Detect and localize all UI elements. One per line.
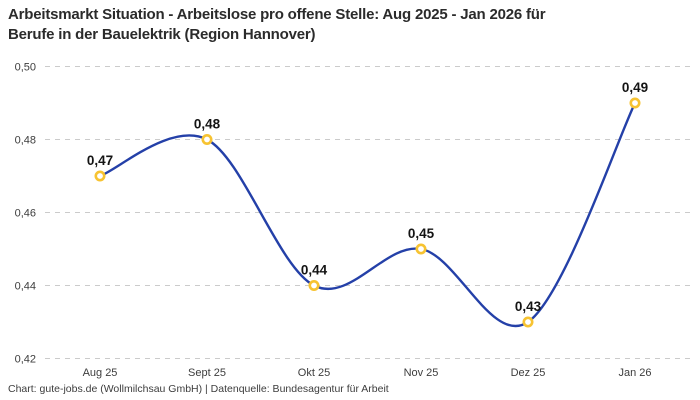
x-axis-tick-label: Okt 25 xyxy=(298,367,330,379)
y-axis-tick-label: 0,44 xyxy=(15,281,36,293)
data-point-marker xyxy=(522,316,534,328)
x-axis-tick-label: Aug 25 xyxy=(83,367,118,379)
y-axis-tick-label: 0,42 xyxy=(15,354,36,366)
data-point-marker xyxy=(201,134,213,146)
data-point-label: 0,47 xyxy=(87,153,113,168)
y-axis-tick-label: 0,50 xyxy=(15,62,36,74)
data-point-label: 0,44 xyxy=(301,263,328,278)
chart-title-line-1: Arbeitsmarkt Situation - Arbeitslose pro… xyxy=(8,6,546,23)
x-axis-tick-labels: Aug 25 Sept 25 Okt 25 Nov 25 Dez 25 Jan 26 xyxy=(83,367,652,379)
x-axis-tick-label: Jan 26 xyxy=(618,367,651,379)
data-point-label: 0,43 xyxy=(515,299,542,314)
marker-layer xyxy=(94,97,641,328)
data-point-marker xyxy=(415,243,427,255)
gridline-layer xyxy=(45,66,692,359)
x-axis-tick-label: Dez 25 xyxy=(511,367,546,379)
data-point-label: 0,49 xyxy=(622,80,648,95)
chart-title-line-2: Berufe in der Bauelektrik (Region Hannov… xyxy=(8,26,316,44)
series-layer xyxy=(98,101,637,328)
x-axis-tick-label: Sept 25 xyxy=(188,367,226,379)
point-label-layer: 0,47 0,48 0,44 0,45 0,43 0,49 xyxy=(87,80,648,314)
chart-source-attribution: Chart: gute-jobs.de (Wollmilchsau GmbH) … xyxy=(8,383,389,395)
data-point-marker xyxy=(308,279,320,291)
data-point-label: 0,48 xyxy=(194,117,221,132)
data-point-marker xyxy=(94,170,106,182)
chart-title: Arbeitsmarkt Situation - Arbeitslose pro… xyxy=(8,5,668,46)
x-axis-tick-label: Nov 25 xyxy=(404,367,439,379)
y-axis-tick-label: 0,48 xyxy=(15,135,36,147)
data-point-marker xyxy=(629,97,641,109)
data-point-label: 0,45 xyxy=(408,226,435,241)
series-line xyxy=(98,101,637,328)
y-axis-tick-labels: 0,50 0,48 0,46 0,44 0,42 xyxy=(15,62,36,366)
y-axis-tick-label: 0,46 xyxy=(15,208,36,220)
